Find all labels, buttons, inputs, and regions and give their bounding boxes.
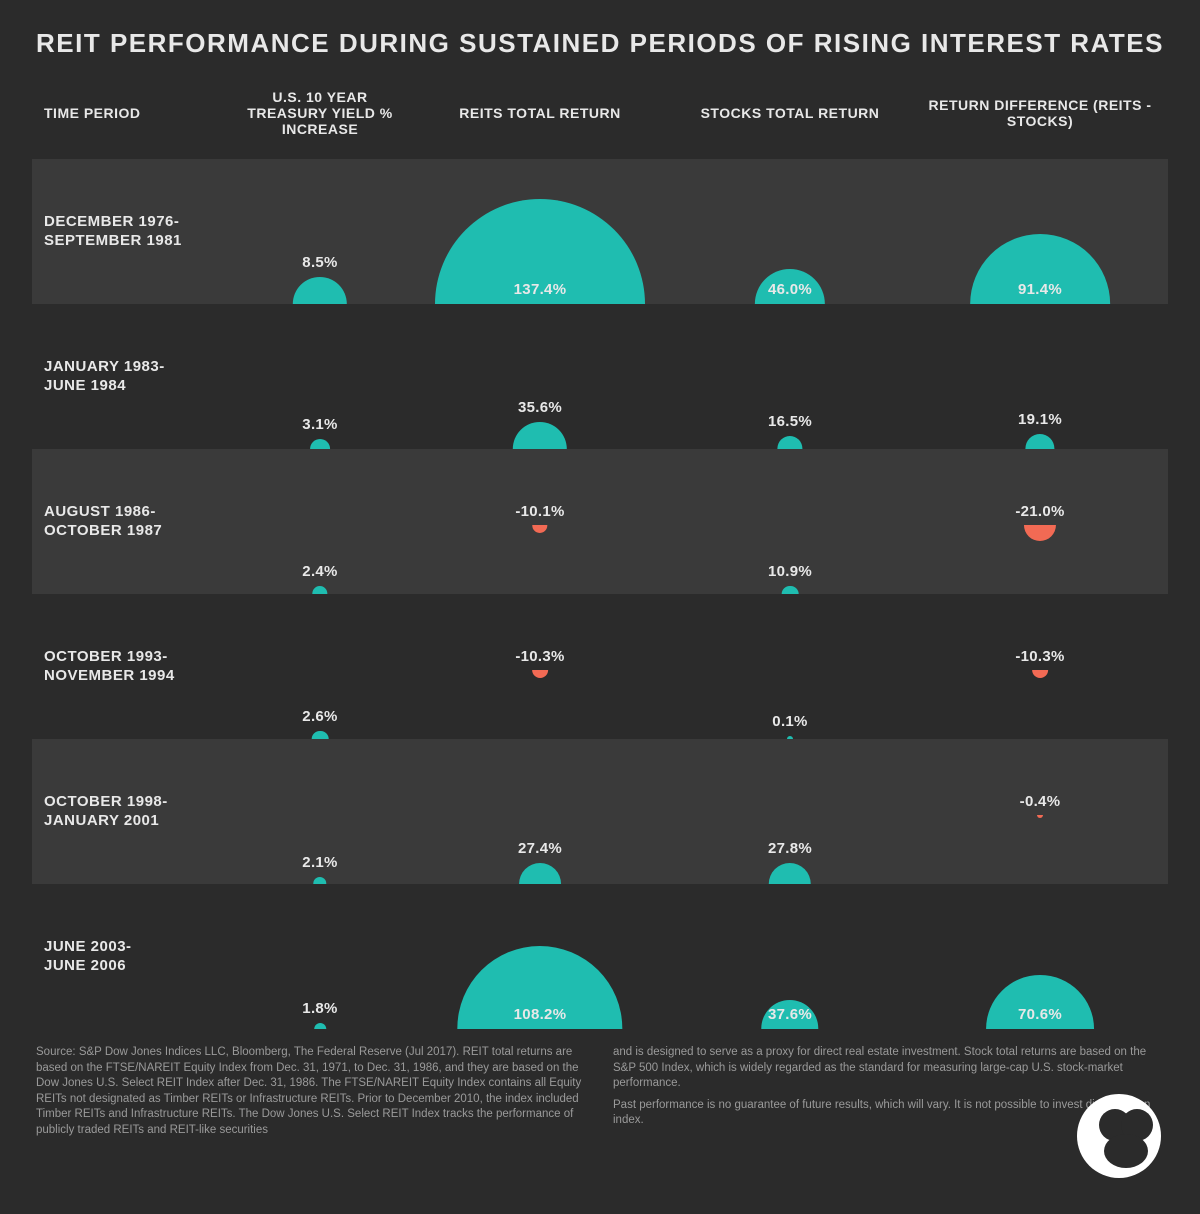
stocks-bump: 37.6% bbox=[670, 884, 910, 1029]
period-label: OCTOBER 1998-JANUARY 2001 bbox=[40, 793, 220, 831]
diff-bump: 91.4% bbox=[920, 159, 1160, 304]
diff-bump: 70.6% bbox=[920, 884, 1160, 1029]
yield-bump: 2.1% bbox=[230, 739, 410, 884]
yield-bump: 3.1% bbox=[230, 304, 410, 449]
stocks-bump: 46.0% bbox=[670, 159, 910, 304]
reits-bump: -10.1% bbox=[420, 449, 660, 594]
diff-bump: 19.1% bbox=[920, 304, 1160, 449]
period-label: AUGUST 1986-OCTOBER 1987 bbox=[40, 503, 220, 541]
reits-bump: 27.4% bbox=[420, 739, 660, 884]
chart-title: REIT PERFORMANCE DURING SUSTAINED PERIOD… bbox=[32, 28, 1168, 59]
table-row: AUGUST 1986-OCTOBER 1987 2.4%-10.1%10.9%-… bbox=[32, 449, 1168, 594]
stocks-bump: 0.1% bbox=[670, 594, 910, 739]
table-row: JUNE 2003-JUNE 2006 1.8%108.2%37.6%70.6% bbox=[32, 884, 1168, 1029]
diff-bump: -21.0% bbox=[920, 449, 1160, 594]
yield-bump: 2.6% bbox=[230, 594, 410, 739]
col-diff: RETURN DIFFERENCE (REITS - STOCKS) bbox=[920, 97, 1160, 129]
diff-bump: -0.4% bbox=[920, 739, 1160, 884]
yield-bump: 1.8% bbox=[230, 884, 410, 1029]
data-rows: DECEMBER 1976-SEPTEMBER 1981 8.5%137.4%46… bbox=[32, 159, 1168, 1029]
column-headers: TIME PERIOD U.S. 10 YEAR TREASURY YIELD … bbox=[32, 89, 1168, 159]
reits-bump: 108.2% bbox=[420, 884, 660, 1029]
diff-bump: -10.3% bbox=[920, 594, 1160, 739]
table-row: OCTOBER 1993-NOVEMBER 19942.6%-10.3%0.1%… bbox=[32, 594, 1168, 739]
period-label: OCTOBER 1993-NOVEMBER 1994 bbox=[40, 648, 220, 686]
footer-left: Source: S&P Dow Jones Indices LLC, Bloom… bbox=[36, 1045, 587, 1138]
col-reits: REITS TOTAL RETURN bbox=[420, 105, 660, 121]
period-label: JUNE 2003-JUNE 2006 bbox=[40, 938, 220, 976]
stocks-bump: 16.5% bbox=[670, 304, 910, 449]
brand-logo-icon bbox=[1076, 1093, 1162, 1184]
reits-bump: 137.4% bbox=[420, 159, 660, 304]
reits-bump: 35.6% bbox=[420, 304, 660, 449]
period-label: DECEMBER 1976-SEPTEMBER 1981 bbox=[40, 213, 220, 251]
col-yield: U.S. 10 YEAR TREASURY YIELD % INCREASE bbox=[230, 89, 410, 137]
source-footer: Source: S&P Dow Jones Indices LLC, Bloom… bbox=[32, 1045, 1168, 1138]
stocks-bump: 10.9% bbox=[670, 449, 910, 594]
table-row: DECEMBER 1976-SEPTEMBER 1981 8.5%137.4%46… bbox=[32, 159, 1168, 304]
stocks-bump: 27.8% bbox=[670, 739, 910, 884]
table-row: OCTOBER 1998-JANUARY 2001 2.1%27.4%27.8%-… bbox=[32, 739, 1168, 884]
yield-bump: 2.4% bbox=[230, 449, 410, 594]
yield-bump: 8.5% bbox=[230, 159, 410, 304]
col-time-period: TIME PERIOD bbox=[40, 105, 220, 121]
reits-bump: -10.3% bbox=[420, 594, 660, 739]
period-label: JANUARY 1983-JUNE 1984 bbox=[40, 358, 220, 396]
col-stocks: STOCKS TOTAL RETURN bbox=[670, 105, 910, 121]
table-row: JANUARY 1983-JUNE 1984 3.1%35.6%16.5%19.1… bbox=[32, 304, 1168, 449]
